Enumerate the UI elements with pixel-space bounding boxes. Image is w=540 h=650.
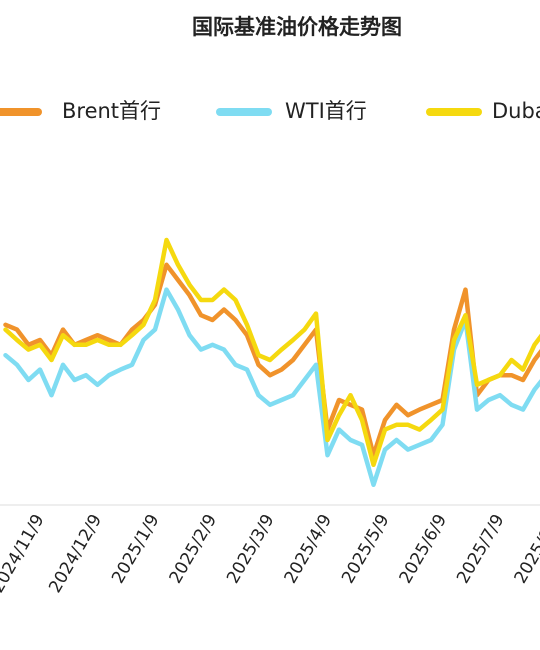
series-line xyxy=(3,262,540,458)
legend-label: Brent首行 xyxy=(62,99,161,123)
x-tick-label: 2025/4/9 xyxy=(281,511,337,587)
series-line xyxy=(3,287,540,488)
x-tick-label: 2024/12/9 xyxy=(45,511,106,596)
x-tick-label: 2025/8/9 xyxy=(511,511,540,587)
x-tick-label: 2025/7/9 xyxy=(453,511,509,587)
x-tick-label: 2025/3/9 xyxy=(223,511,279,587)
series-line xyxy=(3,237,540,468)
legend-label: Dubai首行 xyxy=(492,99,540,123)
x-tick-label: 2025/2/9 xyxy=(166,511,222,587)
chart-title: 国际基准油价格走势图 xyxy=(192,15,402,39)
x-tick-label: 2025/1/9 xyxy=(108,511,164,587)
x-tick-label: 2025/5/9 xyxy=(338,511,394,587)
legend-label: WTI首行 xyxy=(285,99,367,123)
x-tick-label: 2024/11/9 xyxy=(0,511,49,596)
x-tick-label: 2025/6/9 xyxy=(396,511,452,587)
